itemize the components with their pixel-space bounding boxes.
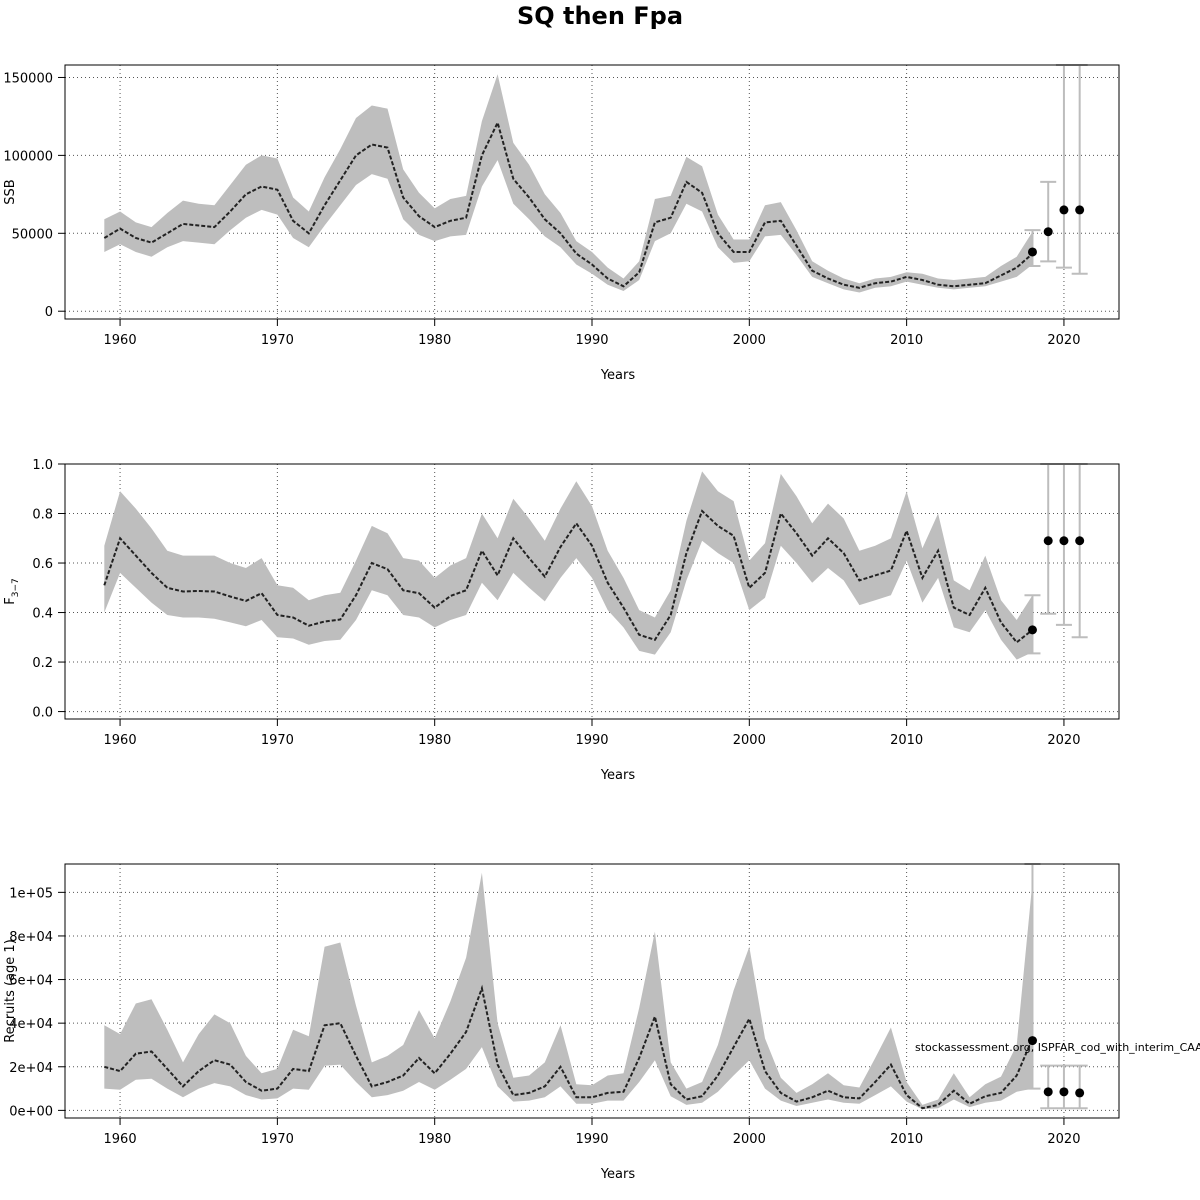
y-axis-label: SSB xyxy=(3,179,18,204)
x-tick-label: 1970 xyxy=(261,333,294,348)
forecast-point xyxy=(1059,1087,1069,1097)
y-tick-label: 0.8 xyxy=(32,508,53,523)
forecast-point xyxy=(1027,625,1037,635)
x-tick-label: 1960 xyxy=(104,333,137,348)
x-tick-label: 2000 xyxy=(733,333,766,348)
x-tick-label: 1990 xyxy=(575,1132,608,1147)
recruits-panel: 1960 1970 1980 1990 2000 2010 2020 0e+00 2e+04 4e… xyxy=(3,863,1120,1182)
forecast-point xyxy=(1075,1088,1085,1098)
y-tick-label: 8e+04 xyxy=(9,930,53,945)
forecast-point xyxy=(1075,536,1085,546)
estimate-line xyxy=(104,984,1034,1110)
x-tick-label: 2000 xyxy=(733,1132,766,1147)
y-tick-label: 0.0 xyxy=(32,706,53,721)
y-tick-label: 1.0 xyxy=(32,458,53,473)
confidence-band xyxy=(104,471,1033,660)
x-axis-label: Years xyxy=(600,1167,636,1182)
x-tick-label: 2010 xyxy=(890,733,923,748)
x-tick-label: 2010 xyxy=(890,1132,923,1147)
x-tick-label: 1990 xyxy=(575,333,608,348)
x-tick-label: 2020 xyxy=(1047,733,1080,748)
x-tick-label: 2010 xyxy=(890,333,923,348)
y-tick-label: 150000 xyxy=(3,71,53,86)
y-tick-label: 0.2 xyxy=(32,656,53,671)
y-tick-label: 2e+04 xyxy=(9,1061,53,1076)
y-tick-label: 50000 xyxy=(12,227,53,242)
x-tick-label: 1980 xyxy=(418,733,451,748)
forecast-point xyxy=(1043,1087,1053,1097)
y-tick-label: 4e+04 xyxy=(9,1017,53,1032)
forecast-point xyxy=(1027,1036,1037,1046)
y-axis-label-subscript: 3−7 xyxy=(11,578,21,597)
x-tick-label: 1970 xyxy=(261,733,294,748)
x-tick-label: 2000 xyxy=(733,733,766,748)
y-tick-label: 1e+05 xyxy=(9,886,53,901)
y-axis-label: Recruits (age 1) xyxy=(3,939,18,1043)
fbar-panel: 1960 1970 1980 1990 2000 2010 2020 0.0 0.2 0.4 0.6… xyxy=(3,458,1120,783)
y-tick-label: 100000 xyxy=(3,149,53,164)
x-tick-label: 2020 xyxy=(1047,1132,1080,1147)
y-tick-label: 6e+04 xyxy=(9,974,53,989)
x-axis-label: Years xyxy=(600,768,636,783)
x-tick-label: 1970 xyxy=(261,1132,294,1147)
forecast-point xyxy=(1043,536,1053,546)
forecast-point xyxy=(1043,227,1053,237)
forecast-point xyxy=(1059,536,1069,546)
estimate-line xyxy=(103,509,1034,644)
confidence-band xyxy=(104,872,1033,1110)
forecast-point xyxy=(1075,205,1085,215)
ssb-panel: 1960 1970 1980 1990 2000 2010 2020 0 50000 100000… xyxy=(3,64,1120,383)
y-tick-label: 0.6 xyxy=(32,557,53,572)
x-tick-label: 1980 xyxy=(418,333,451,348)
x-tick-label: 1960 xyxy=(104,1132,137,1147)
y-tick-label: 0 xyxy=(45,305,53,320)
watermark-text: stockassessment.org, ISPFAR_cod_with_int… xyxy=(915,1041,1200,1054)
x-tick-label: 2020 xyxy=(1047,333,1080,348)
y-tick-label: 0e+00 xyxy=(9,1104,53,1119)
x-tick-label: 1990 xyxy=(575,733,608,748)
forecast-point xyxy=(1059,205,1069,215)
chart-title: SQ then Fpa xyxy=(516,2,684,30)
x-axis-label: Years xyxy=(600,368,636,383)
forecast-point xyxy=(1027,247,1037,257)
confidence-band xyxy=(104,74,1033,293)
x-tick-label: 1960 xyxy=(104,733,137,748)
estimate-line xyxy=(103,119,1034,289)
y-axis-label: F3−7 xyxy=(3,578,21,604)
y-tick-label: 0.4 xyxy=(32,607,53,622)
x-tick-label: 1980 xyxy=(418,1132,451,1147)
